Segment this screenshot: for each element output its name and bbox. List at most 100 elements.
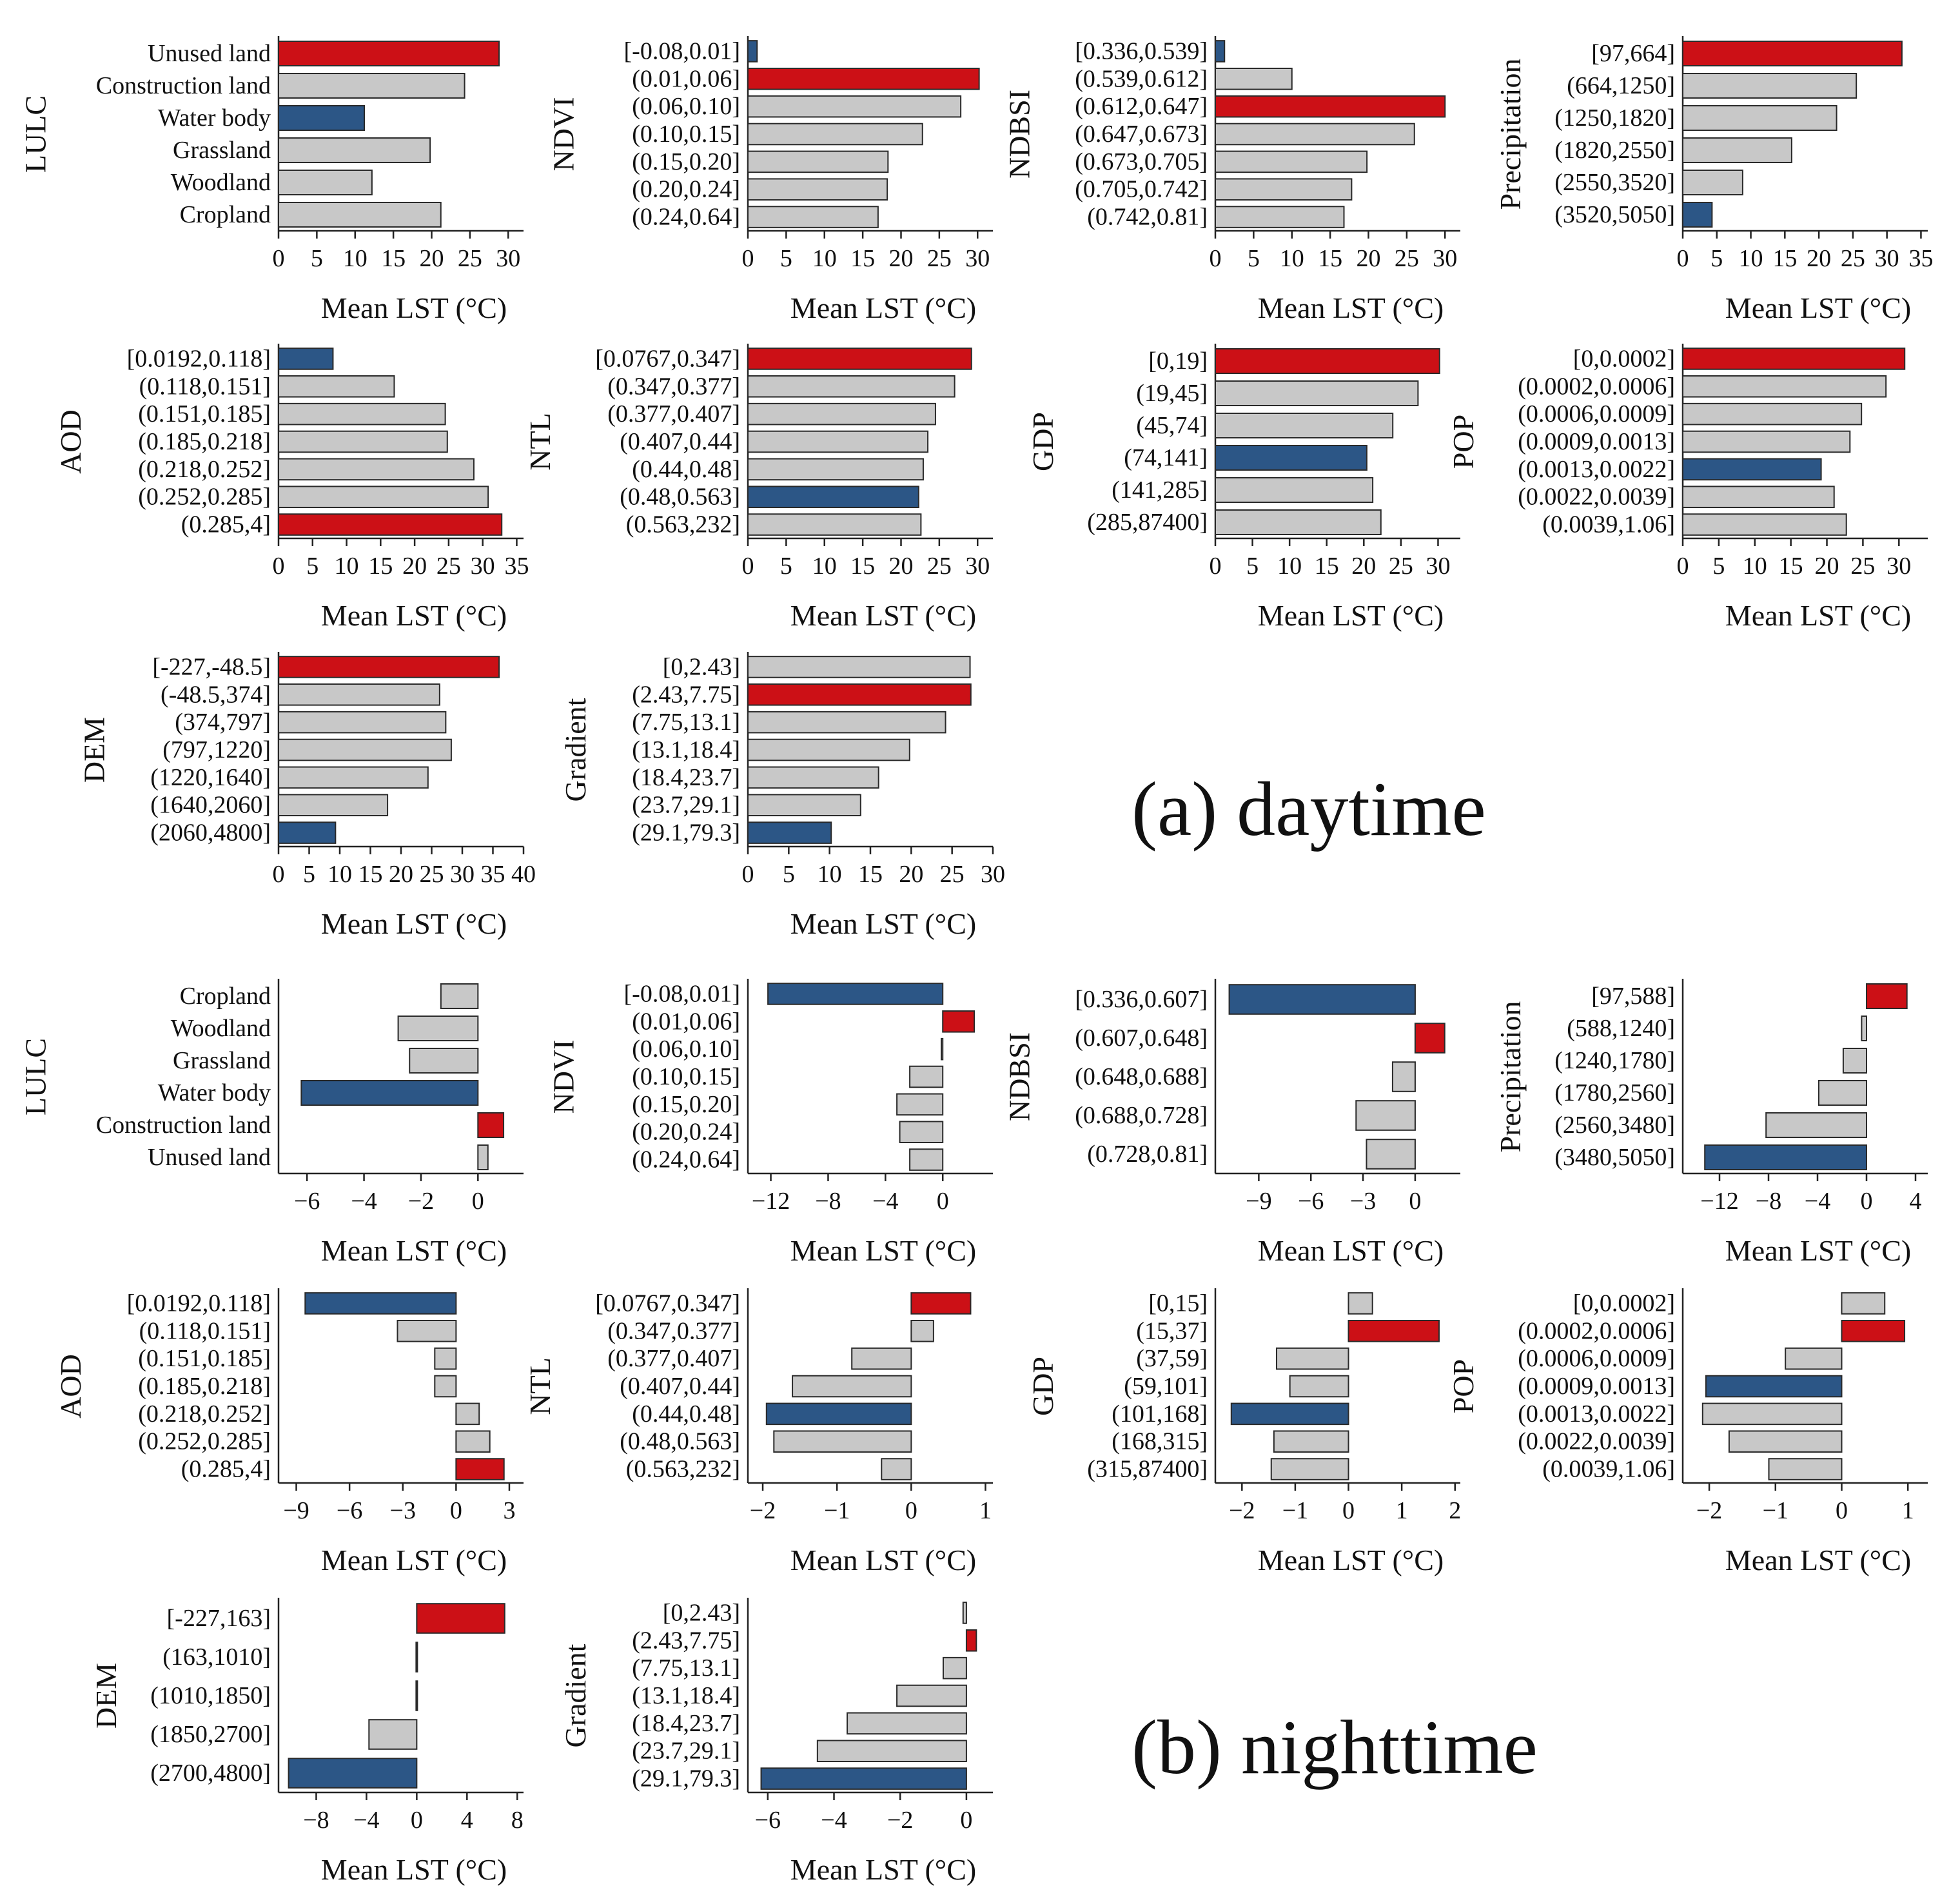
category-label: (0.0006,0.0009] bbox=[1518, 1345, 1675, 1372]
x-axis-label: Mean LST (°C) bbox=[321, 599, 507, 632]
bar bbox=[760, 1767, 967, 1790]
x-tick-label: 4 bbox=[461, 1807, 473, 1834]
x-tick-label: 30 bbox=[981, 861, 1005, 888]
bar bbox=[278, 105, 365, 131]
x-tick-label: 20 bbox=[389, 861, 413, 888]
category-label: [-227,163] bbox=[167, 1605, 271, 1632]
bar bbox=[1215, 95, 1446, 118]
x-tick-label: −8 bbox=[815, 1188, 841, 1215]
category-label: (0.01,0.06] bbox=[632, 1008, 740, 1035]
bar bbox=[1215, 68, 1293, 90]
bar bbox=[416, 1603, 505, 1634]
bar bbox=[1215, 178, 1353, 201]
y-axis-label: LULC bbox=[19, 1038, 52, 1115]
bar bbox=[1270, 1458, 1349, 1480]
category-label: (2550,3520] bbox=[1554, 169, 1675, 196]
x-axis-label: Mean LST (°C) bbox=[321, 1544, 507, 1576]
x-tick-label: −1 bbox=[824, 1497, 850, 1524]
bar bbox=[896, 1093, 944, 1116]
x-axis-label: Mean LST (°C) bbox=[1258, 599, 1444, 632]
category-label: (2560,3480] bbox=[1554, 1112, 1675, 1139]
category-label: Construction land bbox=[96, 1112, 271, 1139]
bar bbox=[881, 1458, 912, 1480]
x-tick-label: 35 bbox=[504, 553, 529, 580]
category-label: (13.1,18.4] bbox=[632, 1682, 740, 1709]
category-label: (23.7,29.1] bbox=[632, 1738, 740, 1765]
bar bbox=[816, 1740, 967, 1762]
x-axis-label: Mean LST (°C) bbox=[321, 291, 507, 324]
panel-daytime-ntl: [0.0767,0.347](0.347,0.377](0.377,0.407]… bbox=[524, 344, 993, 632]
panel-daytime-ndvi: [-0.08,0.01](0.01,0.06](0.06,0.10](0.10,… bbox=[547, 36, 993, 324]
bar bbox=[1682, 73, 1857, 99]
category-label: (-48.5,374] bbox=[161, 681, 271, 708]
category-label: Cropland bbox=[180, 201, 271, 228]
bar bbox=[747, 123, 923, 146]
bar bbox=[300, 1080, 479, 1106]
bar bbox=[909, 1148, 944, 1171]
category-label: [97,664] bbox=[1591, 40, 1675, 67]
x-tick-label: 15 bbox=[1772, 245, 1797, 272]
category-label: (0.20,0.24] bbox=[632, 1119, 740, 1146]
category-label: (0.407,0.44] bbox=[620, 1373, 740, 1400]
bar bbox=[278, 348, 334, 370]
category-label: (3520,5050] bbox=[1554, 201, 1675, 228]
bar bbox=[899, 1121, 944, 1144]
x-axis-label: Mean LST (°C) bbox=[790, 1853, 976, 1886]
x-tick-label: 25 bbox=[940, 861, 965, 888]
category-label: (0.185,0.218] bbox=[138, 428, 271, 455]
category-label: [0.0767,0.347] bbox=[595, 1290, 740, 1317]
x-tick-label: −6 bbox=[294, 1188, 320, 1215]
bar bbox=[1682, 170, 1743, 195]
bar bbox=[1728, 1430, 1843, 1453]
category-label: (0.118,0.151] bbox=[139, 1317, 271, 1344]
category-label: (1820,2550] bbox=[1554, 137, 1675, 164]
category-label: (0.285,4] bbox=[181, 1456, 271, 1483]
category-label: (1780,2560] bbox=[1554, 1079, 1675, 1106]
x-tick-label: −1 bbox=[1282, 1497, 1308, 1524]
category-label: [0.0767,0.347] bbox=[595, 345, 740, 372]
x-tick-label: 3 bbox=[503, 1497, 515, 1524]
x-tick-label: 20 bbox=[420, 245, 444, 272]
bar bbox=[455, 1430, 491, 1453]
category-label: (0.24,0.64] bbox=[632, 204, 740, 231]
bar bbox=[847, 1712, 967, 1735]
x-tick-label: 10 bbox=[343, 245, 368, 272]
x-tick-label: 25 bbox=[927, 553, 952, 580]
x-tick-label: −6 bbox=[337, 1497, 362, 1524]
bar bbox=[747, 430, 929, 453]
bar bbox=[278, 513, 503, 536]
x-tick-label: 15 bbox=[381, 245, 406, 272]
bar bbox=[434, 1347, 457, 1370]
x-axis-label: Mean LST (°C) bbox=[790, 1544, 976, 1576]
bar bbox=[1215, 413, 1394, 438]
bar bbox=[747, 821, 832, 844]
category-label: [-227,-48.5] bbox=[152, 653, 271, 680]
x-tick-label: 0 bbox=[905, 1497, 917, 1524]
bar bbox=[747, 95, 962, 118]
x-tick-label: 20 bbox=[899, 861, 923, 888]
x-tick-label: 30 bbox=[965, 245, 990, 272]
bar bbox=[1348, 1320, 1440, 1342]
panel-nighttime-dem: [-227,163] (163,1010] (1010,1850] (1850,270… bbox=[90, 1598, 524, 1886]
x-tick-label: 25 bbox=[927, 245, 952, 272]
bar bbox=[278, 683, 440, 706]
x-tick-label: 4 bbox=[1910, 1188, 1922, 1215]
bar bbox=[1414, 1023, 1446, 1054]
category-label: (0.0002,0.0006] bbox=[1518, 1317, 1675, 1344]
category-label: (0.0002,0.0006] bbox=[1518, 373, 1675, 400]
panel-daytime-dem: [-227,-48.5](-48.5,374](374,797](797,122… bbox=[78, 652, 536, 940]
category-label: (0.0022,0.0039] bbox=[1518, 484, 1675, 511]
panel-daytime-gradient: [0,2.43](2.43,7.75](7.75,13.1](13.1,18.4… bbox=[559, 652, 1005, 940]
x-tick-label: 25 bbox=[458, 245, 482, 272]
bar bbox=[765, 1402, 912, 1426]
x-tick-label: 10 bbox=[1277, 553, 1302, 580]
bar bbox=[1682, 137, 1792, 163]
bar bbox=[909, 1065, 944, 1088]
x-tick-label: 0 bbox=[1677, 553, 1689, 580]
category-label: (0.705,0.742] bbox=[1075, 176, 1208, 203]
category-label: (0.24,0.64] bbox=[632, 1146, 740, 1173]
y-axis-label: POP bbox=[1447, 415, 1480, 469]
category-label: (1010,1850] bbox=[150, 1682, 271, 1709]
bar bbox=[1215, 150, 1368, 173]
